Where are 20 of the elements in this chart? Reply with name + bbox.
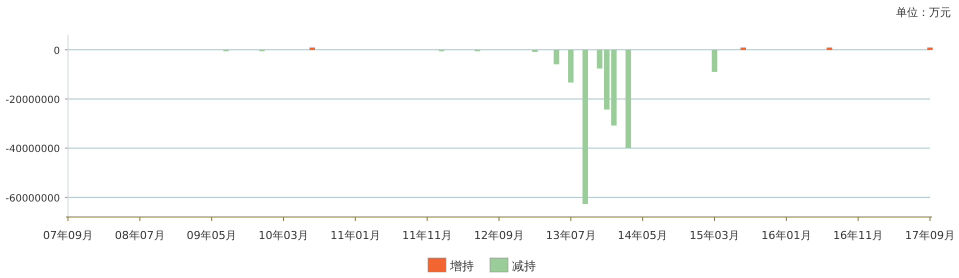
x-tick-label: 11年01月 [330,229,380,242]
text: 单位：万元 [896,6,951,19]
x-tick-label: 16年01月 [761,229,812,242]
x-tick-label: 07年09月 [43,229,93,242]
y-tick-label: -60000000 [5,193,60,204]
y-tick-label: 0 [54,46,60,57]
x-tick-label: 16年11月 [833,229,884,242]
x-tick-label: 17年09月 [905,229,955,242]
x-tick-label: 14年05月 [618,229,668,242]
x-tick-label: 15年03月 [690,229,740,242]
y-tick-label: -40000000 [5,144,60,156]
x-tick-label: 12年09月 [474,229,524,242]
x-tick-label: 13年07月 [546,229,596,242]
x-tick-label: 10年03月 [258,229,308,242]
x-tick-label: 11年11月 [402,229,452,242]
legend-label: 增持 [449,259,474,273]
x-tick-label: 09年05月 [186,229,237,242]
x-tick-label: 08年07月 [114,229,165,242]
y-tick-label: -20000000 [5,94,60,106]
legend-label: 减持 [512,259,536,273]
